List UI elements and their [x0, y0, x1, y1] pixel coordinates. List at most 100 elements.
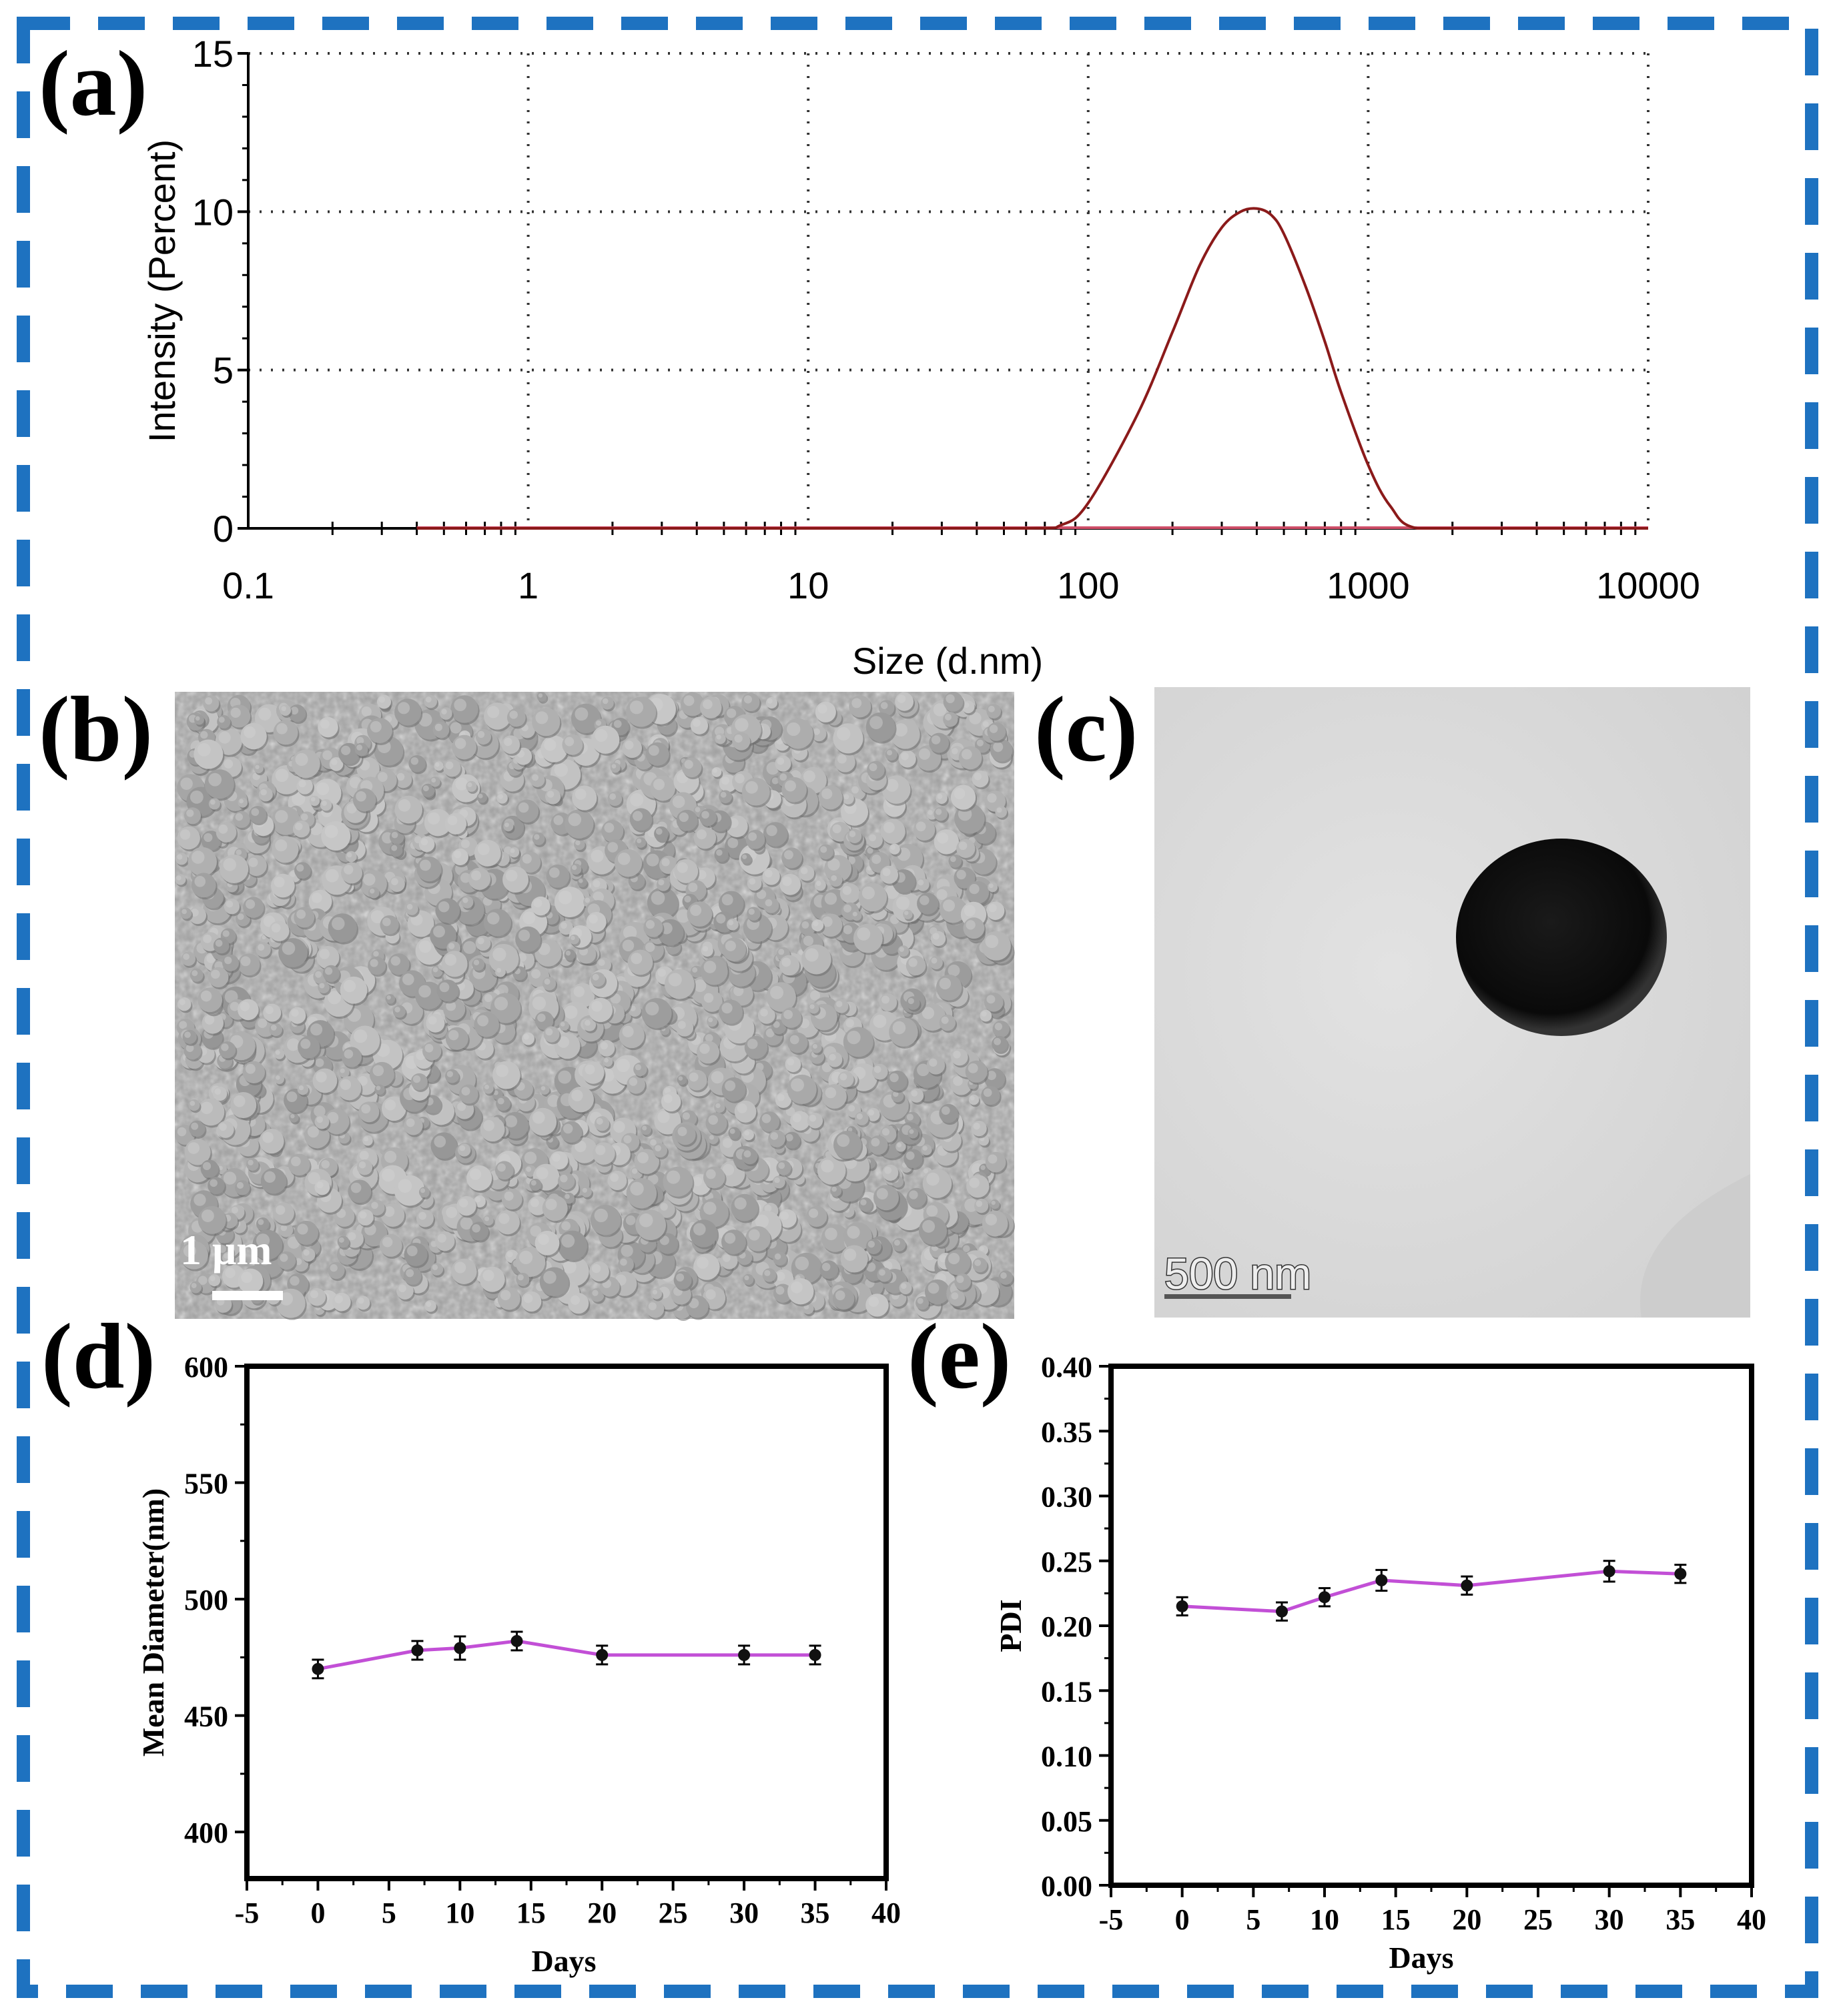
sem-particle-highlight — [276, 1205, 286, 1215]
sem-particle-highlight — [755, 1214, 769, 1228]
sem-particle — [674, 859, 699, 883]
sem-particle — [722, 937, 747, 961]
sem-particle-highlight — [592, 973, 599, 981]
sem-particle — [766, 982, 796, 1012]
sem-particle-highlight — [544, 978, 550, 985]
sem-particle-highlight — [310, 797, 316, 802]
sem-particle-highlight — [886, 750, 893, 756]
sem-particle-highlight — [980, 1165, 986, 1170]
sem-particle-highlight — [693, 1177, 703, 1187]
sem-particle-highlight — [208, 773, 222, 787]
sem-particle-highlight — [941, 1016, 949, 1024]
sem-particle-highlight — [980, 1246, 984, 1251]
sem-particle-highlight — [498, 1213, 510, 1224]
sem-particle — [889, 843, 900, 855]
sem-particle-highlight — [203, 934, 212, 943]
sem-particle — [982, 1210, 1008, 1237]
sem-particle — [246, 1158, 259, 1171]
sem-particle — [619, 1022, 645, 1049]
sem-particle-highlight — [939, 977, 952, 990]
sem-particle-highlight — [532, 1111, 545, 1124]
sem-particle-highlight — [676, 1273, 685, 1282]
sem-particle-highlight — [487, 706, 500, 718]
sem-particle — [243, 897, 264, 918]
sem-particle-highlight — [198, 1276, 208, 1285]
sem-particle-highlight — [183, 953, 190, 960]
sem-particle-highlight — [722, 1138, 733, 1148]
sem-particle — [949, 1290, 966, 1307]
sem-particle — [256, 1217, 270, 1231]
sem-particle-highlight — [935, 809, 942, 815]
sem-particle-highlight — [532, 774, 539, 781]
sem-particle-highlight — [894, 723, 907, 736]
sem-particle-highlight — [847, 1225, 860, 1239]
sem-particle-highlight — [851, 786, 859, 794]
sem-particle — [381, 1203, 405, 1227]
sem-particle-highlight — [775, 1286, 785, 1295]
sem-particle-highlight — [809, 1208, 819, 1218]
sem-particle-highlight — [545, 1028, 553, 1036]
sem-particle — [341, 862, 362, 884]
sem-particle — [337, 1076, 362, 1101]
sem-particle — [497, 1287, 520, 1310]
sem-particle-highlight — [248, 1159, 254, 1165]
sem-particle-highlight — [517, 1274, 524, 1281]
sem-particle-highlight — [663, 1094, 673, 1103]
sem-particle — [258, 787, 273, 802]
sem-particle — [634, 1149, 659, 1174]
sem-particle — [693, 827, 717, 849]
sem-particle — [835, 751, 855, 773]
sem-particle-highlight — [821, 1262, 831, 1272]
sem-particle — [627, 949, 653, 975]
sem-particle — [948, 854, 962, 868]
sem-particle — [815, 701, 836, 722]
mean-diameter-data-point — [312, 1662, 324, 1675]
sem-particle — [501, 735, 520, 754]
sem-particle-highlight — [699, 1043, 710, 1054]
sem-particle — [278, 1223, 294, 1237]
sem-particle-highlight — [262, 935, 266, 940]
sem-particle-highlight — [622, 1025, 634, 1037]
sem-particle — [197, 1098, 225, 1126]
mean-diameter-data-point — [411, 1644, 424, 1656]
sem-particle — [985, 1151, 1006, 1173]
sem-particle — [222, 1251, 234, 1264]
sem-particle — [381, 1096, 406, 1121]
sem-particle-highlight — [410, 757, 419, 765]
sem-particle — [374, 1084, 385, 1095]
sem-particle — [201, 831, 221, 851]
sem-particle-highlight — [522, 854, 532, 864]
sem-particle — [781, 777, 807, 803]
sem-particle — [338, 742, 360, 765]
sem-particle-highlight — [697, 870, 707, 880]
sem-particle — [906, 1187, 927, 1208]
sem-particle — [469, 1221, 489, 1241]
sem-particle-highlight — [287, 1038, 300, 1051]
sem-particle — [721, 1229, 746, 1255]
sem-particle-highlight — [390, 956, 401, 966]
sem-particle — [219, 1041, 236, 1059]
sem-particle — [238, 999, 259, 1021]
sem-particle — [188, 906, 207, 925]
sem-particle — [731, 1193, 759, 1221]
sem-particle-highlight — [219, 1123, 227, 1131]
sem-particle-highlight — [920, 895, 930, 905]
sem-particle-highlight — [843, 925, 853, 935]
sem-particle — [594, 1116, 610, 1131]
sem-particle-highlight — [873, 1014, 887, 1028]
sem-particle — [745, 829, 765, 849]
sem-particle — [274, 1049, 285, 1059]
sem-particle — [273, 1202, 294, 1224]
sem-particle — [986, 901, 1005, 921]
sem-particle — [559, 1021, 569, 1031]
sem-particle-highlight — [893, 1239, 900, 1246]
sem-particle-highlight — [950, 856, 956, 863]
sem-particle-highlight — [988, 1154, 998, 1164]
sem-particle-highlight — [260, 789, 267, 796]
mean-diameter-data-point — [454, 1642, 466, 1654]
sem-particle-highlight — [290, 1114, 295, 1119]
sem-particle — [309, 795, 320, 807]
sem-particle-highlight — [648, 1302, 657, 1311]
